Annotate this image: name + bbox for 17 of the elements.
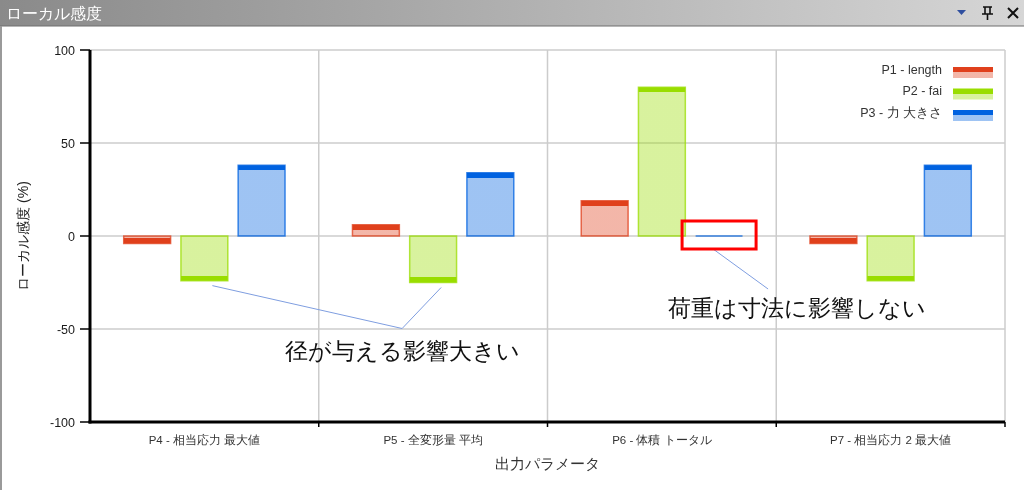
xtick-label: P7 - 相当応力 2 最大値	[830, 434, 952, 446]
ytick-label: -50	[56, 322, 75, 337]
legend-label: P1 - length	[881, 62, 942, 77]
xtick-label: P6 - 体積 トータル	[612, 434, 712, 446]
annotation: 荷重は寸法に影響しない	[668, 295, 927, 321]
ylabel: ローカル感度 (%)	[15, 181, 31, 291]
legend-label: P3 - 力 大きさ	[860, 105, 942, 120]
title: ローカル感度	[6, 5, 102, 22]
xtick-label: P5 - 全変形量 平均	[383, 434, 483, 446]
ytick-label: 0	[68, 229, 75, 244]
ytick-label: 50	[61, 136, 75, 151]
xlabel: 出力パラメータ	[495, 455, 600, 472]
ytick-label: 100	[54, 43, 75, 58]
annotation: 径が与える影響大きい	[284, 337, 520, 364]
xtick-label: P4 - 相当応力 最大値	[148, 434, 261, 446]
legend-label: P2 - fai	[902, 84, 942, 98]
ytick-label: -100	[49, 415, 75, 430]
